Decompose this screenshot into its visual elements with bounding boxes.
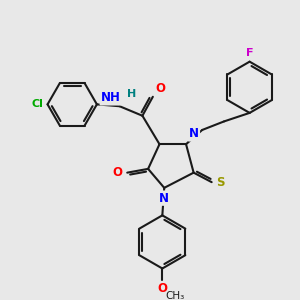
Text: O: O: [112, 166, 122, 179]
Text: O: O: [156, 82, 166, 95]
Text: N: N: [189, 128, 199, 140]
Text: N: N: [159, 192, 169, 205]
Text: H: H: [127, 89, 136, 99]
Text: Cl: Cl: [32, 99, 44, 110]
Text: CH₃: CH₃: [165, 291, 184, 300]
Text: F: F: [246, 48, 253, 58]
Text: O: O: [157, 282, 167, 295]
Text: NH: NH: [101, 92, 121, 104]
Text: S: S: [216, 176, 225, 189]
